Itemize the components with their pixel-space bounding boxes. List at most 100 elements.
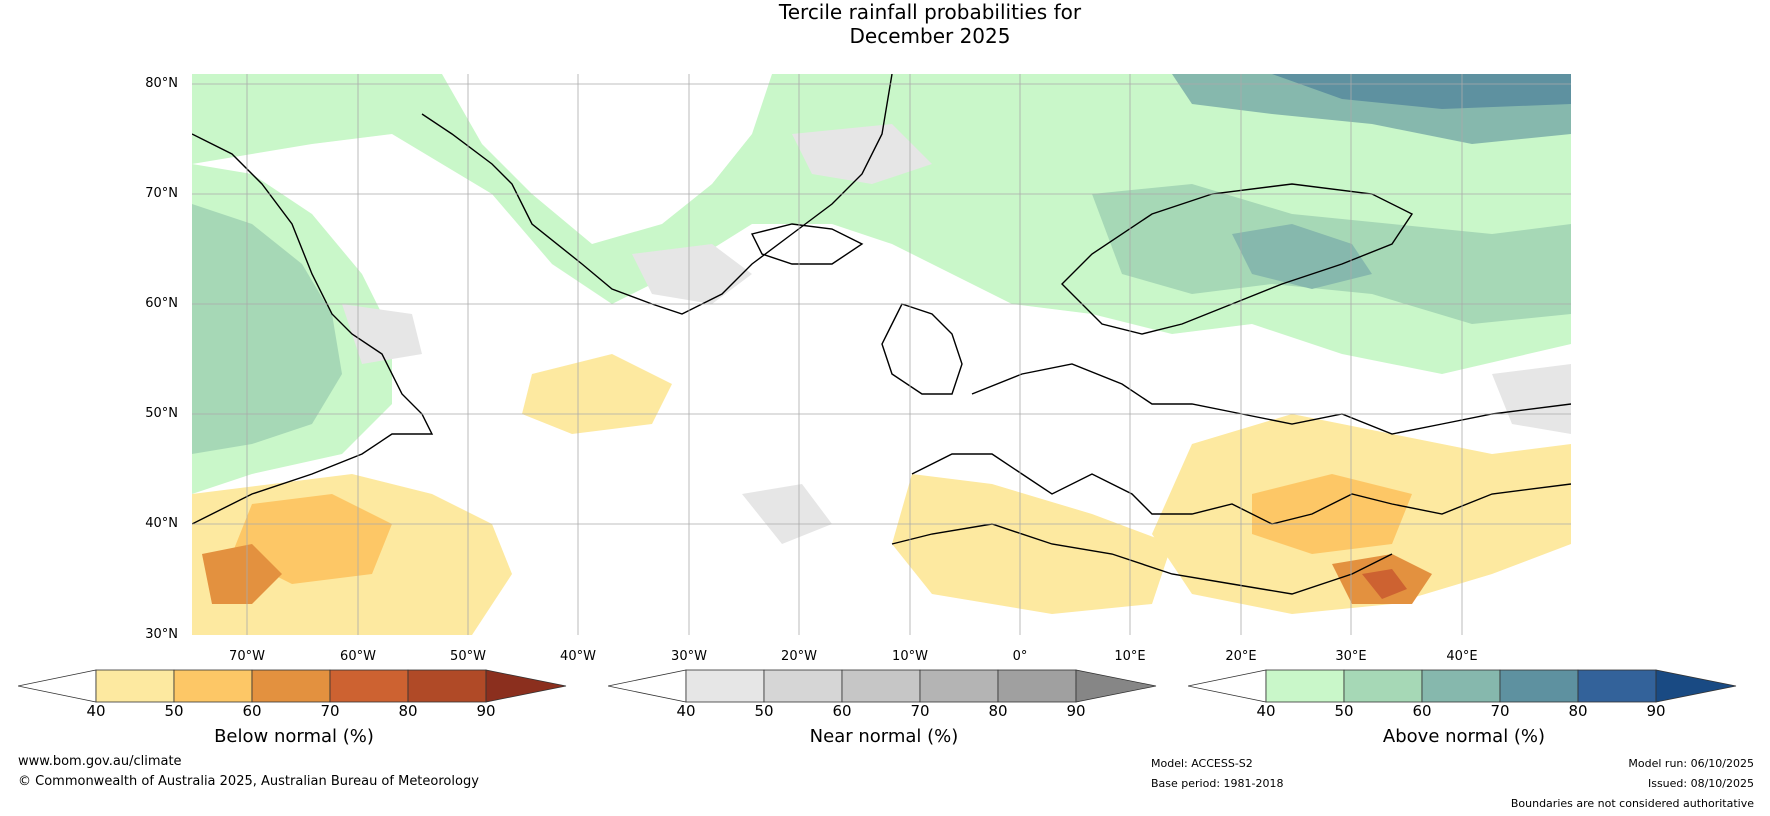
lon-label-10e: 10°E [1114, 649, 1146, 664]
colorbar-above-tick-90: 90 [1646, 702, 1666, 720]
above-normal-80-90-arctic [1272, 74, 1571, 109]
colorbar-below-normal-segment-0 [18, 669, 97, 703]
coastline-british-isles [881, 303, 963, 395]
lon-label-70w: 70°W [229, 649, 265, 664]
copyright-notice: © Commonwealth of Australia 2025, Austra… [18, 774, 479, 789]
colorbar-near-label: Near normal (%) [809, 726, 959, 747]
lon-label-30e: 30°E [1335, 649, 1367, 664]
graticule [192, 74, 1571, 635]
colorbar-near-normal-segment-0 [608, 669, 687, 703]
coastline-iceland [750, 223, 864, 265]
colorbar-below-tick-60: 60 [242, 702, 262, 720]
colorbar-above-normal-segment-1 [1265, 669, 1345, 703]
colorbar-below-label: Below normal (%) [214, 726, 374, 747]
base-period: Base period: 1981-2018 [1151, 777, 1284, 790]
colorbar-above-normal-segment-6 [1655, 669, 1737, 703]
lat-label-30n: 30°N [145, 627, 178, 642]
lon-label-50w: 50°W [450, 649, 486, 664]
colorbar-below-normal: 40 50 60 70 80 90 Below normal (%) [18, 668, 570, 758]
below-normal-iberia-africa [892, 474, 1172, 614]
colorbar-above-tick-40: 40 [1256, 702, 1276, 720]
title-line-1: Tercile rainfall probabilities for [778, 0, 1082, 24]
lon-label-0: 0° [1012, 649, 1028, 664]
lat-label-40n: 40°N [145, 516, 178, 531]
near-normal-patch-1 [632, 244, 752, 304]
chart-title: Tercile rainfall probabilities for Decem… [0, 0, 1770, 48]
colorbar-below-normal-segment-4 [329, 669, 409, 703]
colorbar-above-tick-60: 60 [1412, 702, 1432, 720]
lon-label-10w: 10°W [892, 649, 928, 664]
colorbar-below-tick-40: 40 [86, 702, 106, 720]
colorbar-below-normal-svg [18, 669, 567, 703]
near-normal-patch-4 [342, 304, 422, 364]
colorbar-near-tick-40: 40 [676, 702, 696, 720]
colorbar-above-label: Above normal (%) [1382, 726, 1546, 747]
colorbar-below-normal-segment-6 [485, 669, 567, 703]
colorbar-above-normal: 40 50 60 70 80 90 Above normal (%) [1188, 668, 1740, 758]
below-normal-60-70-atlantic [232, 494, 392, 584]
colorbar-near-tick-50: 50 [754, 702, 774, 720]
below-normal-60-70-turkey [1252, 474, 1412, 554]
boundaries-disclaimer: Boundaries are not considered authoritat… [1510, 797, 1754, 810]
colorbar-near-tick-70: 70 [910, 702, 930, 720]
colorbar-near-normal-segment-3 [841, 669, 921, 703]
lat-label-70n: 70°N [145, 186, 178, 201]
lon-label-20e: 20°E [1225, 649, 1257, 664]
colorbar-near-normal-segment-5 [997, 669, 1077, 703]
colorbar-above-normal-segment-3 [1421, 669, 1501, 703]
colorbar-below-normal-segment-2 [173, 669, 253, 703]
colorbar-near-tick-80: 80 [988, 702, 1008, 720]
colorbar-near-normal-segment-2 [763, 669, 843, 703]
colorbar-below-tick-50: 50 [164, 702, 184, 720]
colorbar-above-normal-segment-5 [1577, 669, 1657, 703]
colorbar-near-tick-90: 90 [1066, 702, 1086, 720]
colorbar-near-normal: 40 50 60 70 80 90 Near normal (%) [608, 668, 1160, 758]
above-normal-60-70-labrador [192, 204, 342, 454]
lat-label-60n: 60°N [145, 296, 178, 311]
colorbar-below-normal-segment-1 [95, 669, 175, 703]
colorbar-near-tick-60: 60 [832, 702, 852, 720]
colorbar-near-normal-segment-4 [919, 669, 999, 703]
below-normal-atlantic-mid [522, 354, 672, 434]
colorbar-above-normal-svg [1188, 669, 1737, 703]
coastline-greenland [421, 74, 893, 315]
map-svg [192, 74, 1571, 635]
model-name: Model: ACCESS-S2 [1151, 757, 1253, 770]
website-link[interactable]: www.bom.gov.au/climate [18, 754, 182, 769]
lon-label-30w: 30°W [671, 649, 707, 664]
above-normal-area-greenland-interior [442, 74, 772, 244]
lon-label-60w: 60°W [340, 649, 376, 664]
coastline-scandinavia [1061, 183, 1414, 335]
title-line-2: December 2025 [849, 24, 1011, 48]
rainfall-probability-map [192, 74, 1571, 635]
colorbar-below-tick-90: 90 [476, 702, 496, 720]
colorbar-near-normal-segment-6 [1075, 669, 1157, 703]
coastline-baffin-labrador [192, 133, 434, 525]
above-normal-60-70-finland [1232, 224, 1372, 289]
colorbar-below-tick-80: 80 [398, 702, 418, 720]
lon-label-40e: 40°E [1446, 649, 1478, 664]
colorbar-above-normal-segment-0 [1188, 669, 1267, 703]
coastline-iberia-med [911, 453, 1571, 525]
near-normal-patch-3 [742, 484, 832, 544]
colorbar-near-normal-segment-1 [685, 669, 765, 703]
lat-label-50n: 50°N [145, 406, 178, 421]
colorbar-below-normal-segment-3 [251, 669, 331, 703]
colorbar-near-normal-svg [608, 669, 1157, 703]
below-normal-80-90-levant [1362, 569, 1407, 599]
colorbar-above-tick-70: 70 [1490, 702, 1510, 720]
near-normal-patch-5 [1492, 364, 1571, 434]
lon-label-40w: 40°W [560, 649, 596, 664]
issued-date: Issued: 08/10/2025 [1647, 777, 1754, 790]
lon-label-20w: 20°W [781, 649, 817, 664]
colorbar-below-normal-segment-5 [407, 669, 487, 703]
near-normal-patch-2 [792, 124, 932, 184]
colorbar-above-tick-50: 50 [1334, 702, 1354, 720]
colorbar-below-tick-70: 70 [320, 702, 340, 720]
below-normal-70-80-atlantic [202, 544, 282, 604]
colorbar-above-normal-segment-4 [1499, 669, 1579, 703]
coastline-north-africa [891, 523, 1393, 595]
model-run-date: Model run: 06/10/2025 [1628, 757, 1754, 770]
lat-label-80n: 80°N [145, 76, 178, 91]
colorbar-above-normal-segment-2 [1343, 669, 1423, 703]
